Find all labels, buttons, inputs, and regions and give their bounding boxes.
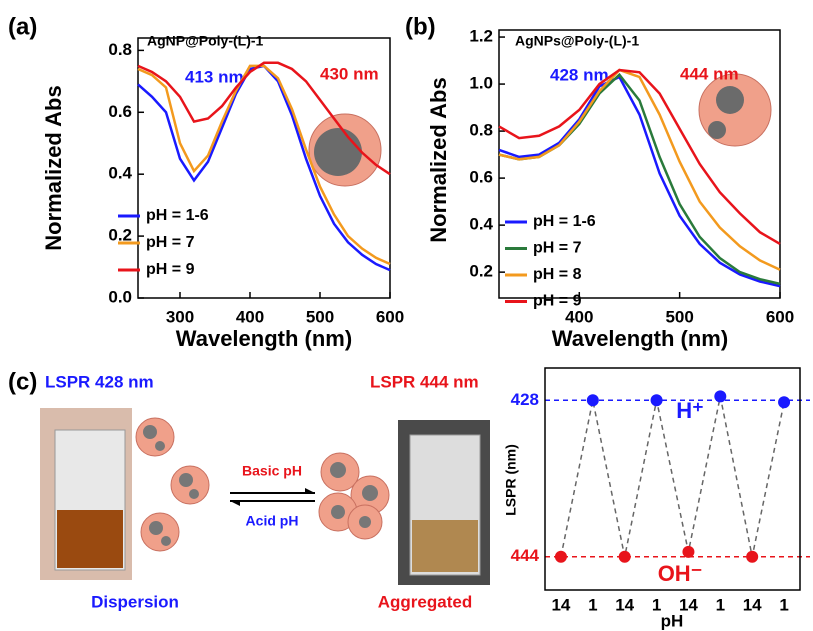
- x-tick-label: 14: [615, 595, 634, 614]
- x-tick-label: 1: [588, 595, 597, 614]
- y-tick-label: 1.2: [469, 27, 493, 46]
- x-axis-title: pH: [661, 611, 684, 630]
- marker: [746, 551, 758, 563]
- y-tick-label: 0.4: [469, 215, 493, 234]
- panel-label: (b): [405, 13, 436, 40]
- label: Basic pH: [242, 463, 302, 479]
- panel-label: (c): [8, 368, 37, 395]
- y-tick-label: 0.2: [469, 262, 493, 281]
- core: [716, 86, 744, 114]
- y-axis-title: Normalized Abs: [41, 85, 66, 250]
- marker: [619, 551, 631, 563]
- marker: [587, 394, 599, 406]
- sample-name: AgNPs@Poly-(L)-1: [515, 33, 639, 49]
- panel-label: (a): [8, 13, 37, 40]
- y-tick-label: 428: [511, 390, 539, 409]
- x-tick-label: 14: [743, 595, 762, 614]
- marker: [651, 394, 663, 406]
- core: [314, 128, 362, 176]
- marker: [682, 546, 694, 558]
- arrow-head: [305, 488, 315, 493]
- label: LSPR 444 nm: [370, 372, 479, 391]
- y-tick-label: 0.8: [469, 121, 493, 140]
- y-axis-title: LSPR (nm): [503, 444, 519, 516]
- x-tick-label: 1: [779, 595, 788, 614]
- legend-label: pH = 8: [533, 266, 582, 283]
- y-tick-label: 444: [511, 546, 540, 565]
- y-tick-label: 0.6: [469, 168, 493, 187]
- x-tick-label: 600: [766, 307, 794, 326]
- y-tick-label: 0.4: [108, 164, 132, 183]
- label: Dispersion: [91, 592, 179, 611]
- y-axis-title: Normalized Abs: [426, 77, 451, 242]
- y-tick-label: 0.6: [108, 102, 132, 121]
- marker: [778, 396, 790, 408]
- particles: [136, 418, 389, 551]
- legend-label: pH = 1-6: [146, 207, 209, 224]
- figure: LSPR 428 nm LSPR 444 nm Basic pH Acid pH…: [0, 0, 813, 631]
- marker: [555, 551, 567, 563]
- core: [708, 121, 726, 139]
- x-tick-label: 500: [665, 307, 693, 326]
- x-tick-label: 500: [306, 307, 334, 326]
- x-tick-label: 400: [565, 307, 593, 326]
- x-tick-label: 1: [716, 595, 725, 614]
- x-tick-label: 300: [166, 307, 194, 326]
- label: Aggregated: [378, 592, 472, 611]
- liquid: [57, 510, 123, 568]
- annotation: 413 nm: [185, 67, 244, 86]
- x-tick-label: 400: [236, 307, 264, 326]
- legend-label: pH = 7: [146, 234, 195, 251]
- y-tick-label: 1.0: [469, 74, 493, 93]
- annotation: 444 nm: [680, 64, 739, 83]
- label: LSPR 428 nm: [45, 372, 154, 391]
- x-tick-label: 14: [551, 595, 570, 614]
- label: Acid pH: [246, 513, 299, 529]
- legend-label: pH = 7: [533, 240, 582, 257]
- annotation: OH⁻: [658, 561, 703, 586]
- annotation: 428 nm: [550, 65, 609, 84]
- liquid: [412, 520, 478, 572]
- legend-label: pH = 1-6: [533, 213, 596, 230]
- x-axis-title: Wavelength (nm): [552, 326, 728, 351]
- sample-name: AgNP@Poly-(L)-1: [147, 33, 264, 49]
- x-tick-label: 600: [376, 307, 404, 326]
- annotation: 430 nm: [320, 64, 379, 83]
- annotation: H⁺: [676, 398, 704, 423]
- marker: [714, 390, 726, 402]
- x-axis-title: Wavelength (nm): [176, 326, 352, 351]
- y-tick-label: 0.0: [108, 287, 132, 306]
- series-line: [561, 396, 784, 556]
- y-tick-label: 0.8: [108, 40, 132, 59]
- legend-label: pH = 9: [533, 293, 582, 310]
- arrow-head: [230, 501, 240, 506]
- legend-label: pH = 9: [146, 261, 195, 278]
